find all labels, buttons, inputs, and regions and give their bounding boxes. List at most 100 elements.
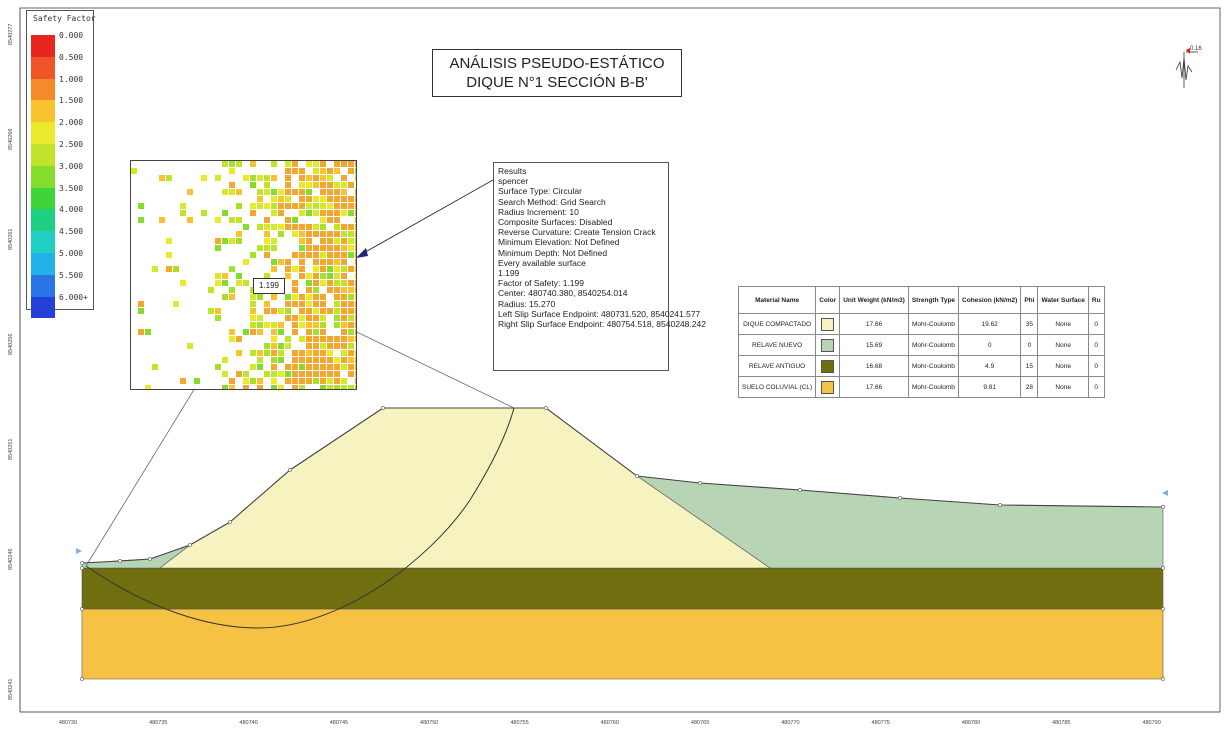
grid-cell: [215, 245, 221, 251]
results-line: Radius: 15.270: [498, 298, 556, 309]
grid-cell: [320, 266, 326, 272]
grid-cell: [215, 308, 221, 314]
grid-cell: [257, 175, 263, 181]
legend-swatch: [31, 143, 55, 166]
grid-cell: [355, 287, 356, 293]
grid-cell: [229, 336, 235, 342]
grid-cell: [292, 280, 298, 286]
legend-labels: 0.000 0.500 1.000 1.500 2.000 2.500 3.000 3.500…: [59, 30, 88, 313]
safety-factor-grid: [131, 161, 356, 389]
grid-cell: [306, 364, 312, 370]
table-cell: 28: [1020, 376, 1039, 398]
grid-cell: [306, 336, 312, 342]
legend-label: 1.000: [59, 74, 84, 84]
grid-cell: [166, 252, 172, 258]
grid-cell: [173, 301, 179, 307]
grid-cell: [264, 350, 270, 356]
grid-cell: [292, 231, 298, 237]
grid-cell: [334, 364, 340, 370]
y-tick-label: 8540251: [8, 438, 14, 460]
grid-cell: [166, 175, 172, 181]
grid-cell: [306, 308, 312, 314]
grid-cell: [299, 175, 305, 181]
grid-cell: [341, 210, 347, 216]
grid-cell: [341, 287, 347, 293]
grid-cell: [285, 315, 291, 321]
title-line-2: DIQUE N°1 SECCIÓN B-B': [466, 74, 648, 91]
grid-cell: [215, 217, 221, 223]
grid-cell: [327, 371, 333, 377]
grid-cell: [257, 364, 263, 370]
grid-cell: [355, 378, 356, 384]
grid-cell: [264, 252, 270, 258]
grid-cell: [313, 266, 319, 272]
grid-cell: [173, 266, 179, 272]
grid-cell: [257, 196, 263, 202]
grid-cell: [250, 203, 256, 209]
grid-cell: [355, 266, 356, 272]
table-cell: None: [1037, 355, 1089, 377]
legend-label: 2.000: [59, 118, 84, 128]
legend-label: 3.000: [59, 161, 84, 171]
grid-cell: [285, 189, 291, 195]
grid-cell: [250, 378, 256, 384]
grid-cell: [306, 175, 312, 181]
grid-cell: [341, 378, 347, 384]
materials-header-cell: Water Surface: [1037, 286, 1089, 314]
grid-cell: [341, 259, 347, 265]
grid-cell: [348, 315, 354, 321]
grid-cell: [180, 280, 186, 286]
y-tick-label: 8540261: [8, 228, 14, 250]
grid-cell: [292, 322, 298, 328]
grid-cell: [306, 280, 312, 286]
grid-cell: [320, 259, 326, 265]
grid-cell: [306, 203, 312, 209]
grid-cell: [138, 329, 144, 335]
critical-slip-surface: [85, 407, 515, 629]
grid-cell: [292, 364, 298, 370]
grid-cell: [264, 217, 270, 223]
grid-cell: [138, 203, 144, 209]
seismic-arrow: [1186, 48, 1190, 54]
grid-cell: [313, 231, 319, 237]
grid-cell: [285, 168, 291, 174]
grid-cell: [229, 329, 235, 335]
surface-vertices: [80, 406, 1165, 681]
grid-cell: [278, 385, 284, 389]
grid-cell: [229, 294, 235, 300]
grid-cell: [348, 203, 354, 209]
grid-cell: [334, 196, 340, 202]
grid-cell: [299, 294, 305, 300]
table-cell: RELAVE ANTIGUO: [737, 355, 817, 377]
material-color-cell: [815, 355, 841, 377]
layer-suelo-coluvial: [81, 608, 1164, 680]
grid-cell: [299, 273, 305, 279]
grid-cell: [313, 357, 319, 363]
grid-cell: [250, 329, 256, 335]
grid-cell: [327, 350, 333, 356]
table-cell: 15: [1020, 355, 1039, 377]
grid-cell: [257, 385, 263, 389]
legend-label: 4.500: [59, 227, 84, 237]
grid-cell: [313, 280, 319, 286]
grid-cell: [334, 210, 340, 216]
grid-cell: [313, 378, 319, 384]
grid-cell: [264, 238, 270, 244]
grid-cell: [334, 301, 340, 307]
grid-cell: [306, 245, 312, 251]
grid-cell: [285, 336, 291, 342]
grid-cell: [327, 245, 333, 251]
grid-cell: [313, 168, 319, 174]
grid-cell: [236, 280, 242, 286]
grid-cell: [327, 210, 333, 216]
legend-swatch: [31, 100, 55, 123]
grid-cell: [222, 210, 228, 216]
grid-cell: [159, 217, 165, 223]
grid-cell: [264, 343, 270, 349]
grid-cell: [306, 301, 312, 307]
grid-cell: [208, 308, 214, 314]
grid-cell: [278, 357, 284, 363]
grid-cell: [285, 294, 291, 300]
grid-cell: [320, 294, 326, 300]
